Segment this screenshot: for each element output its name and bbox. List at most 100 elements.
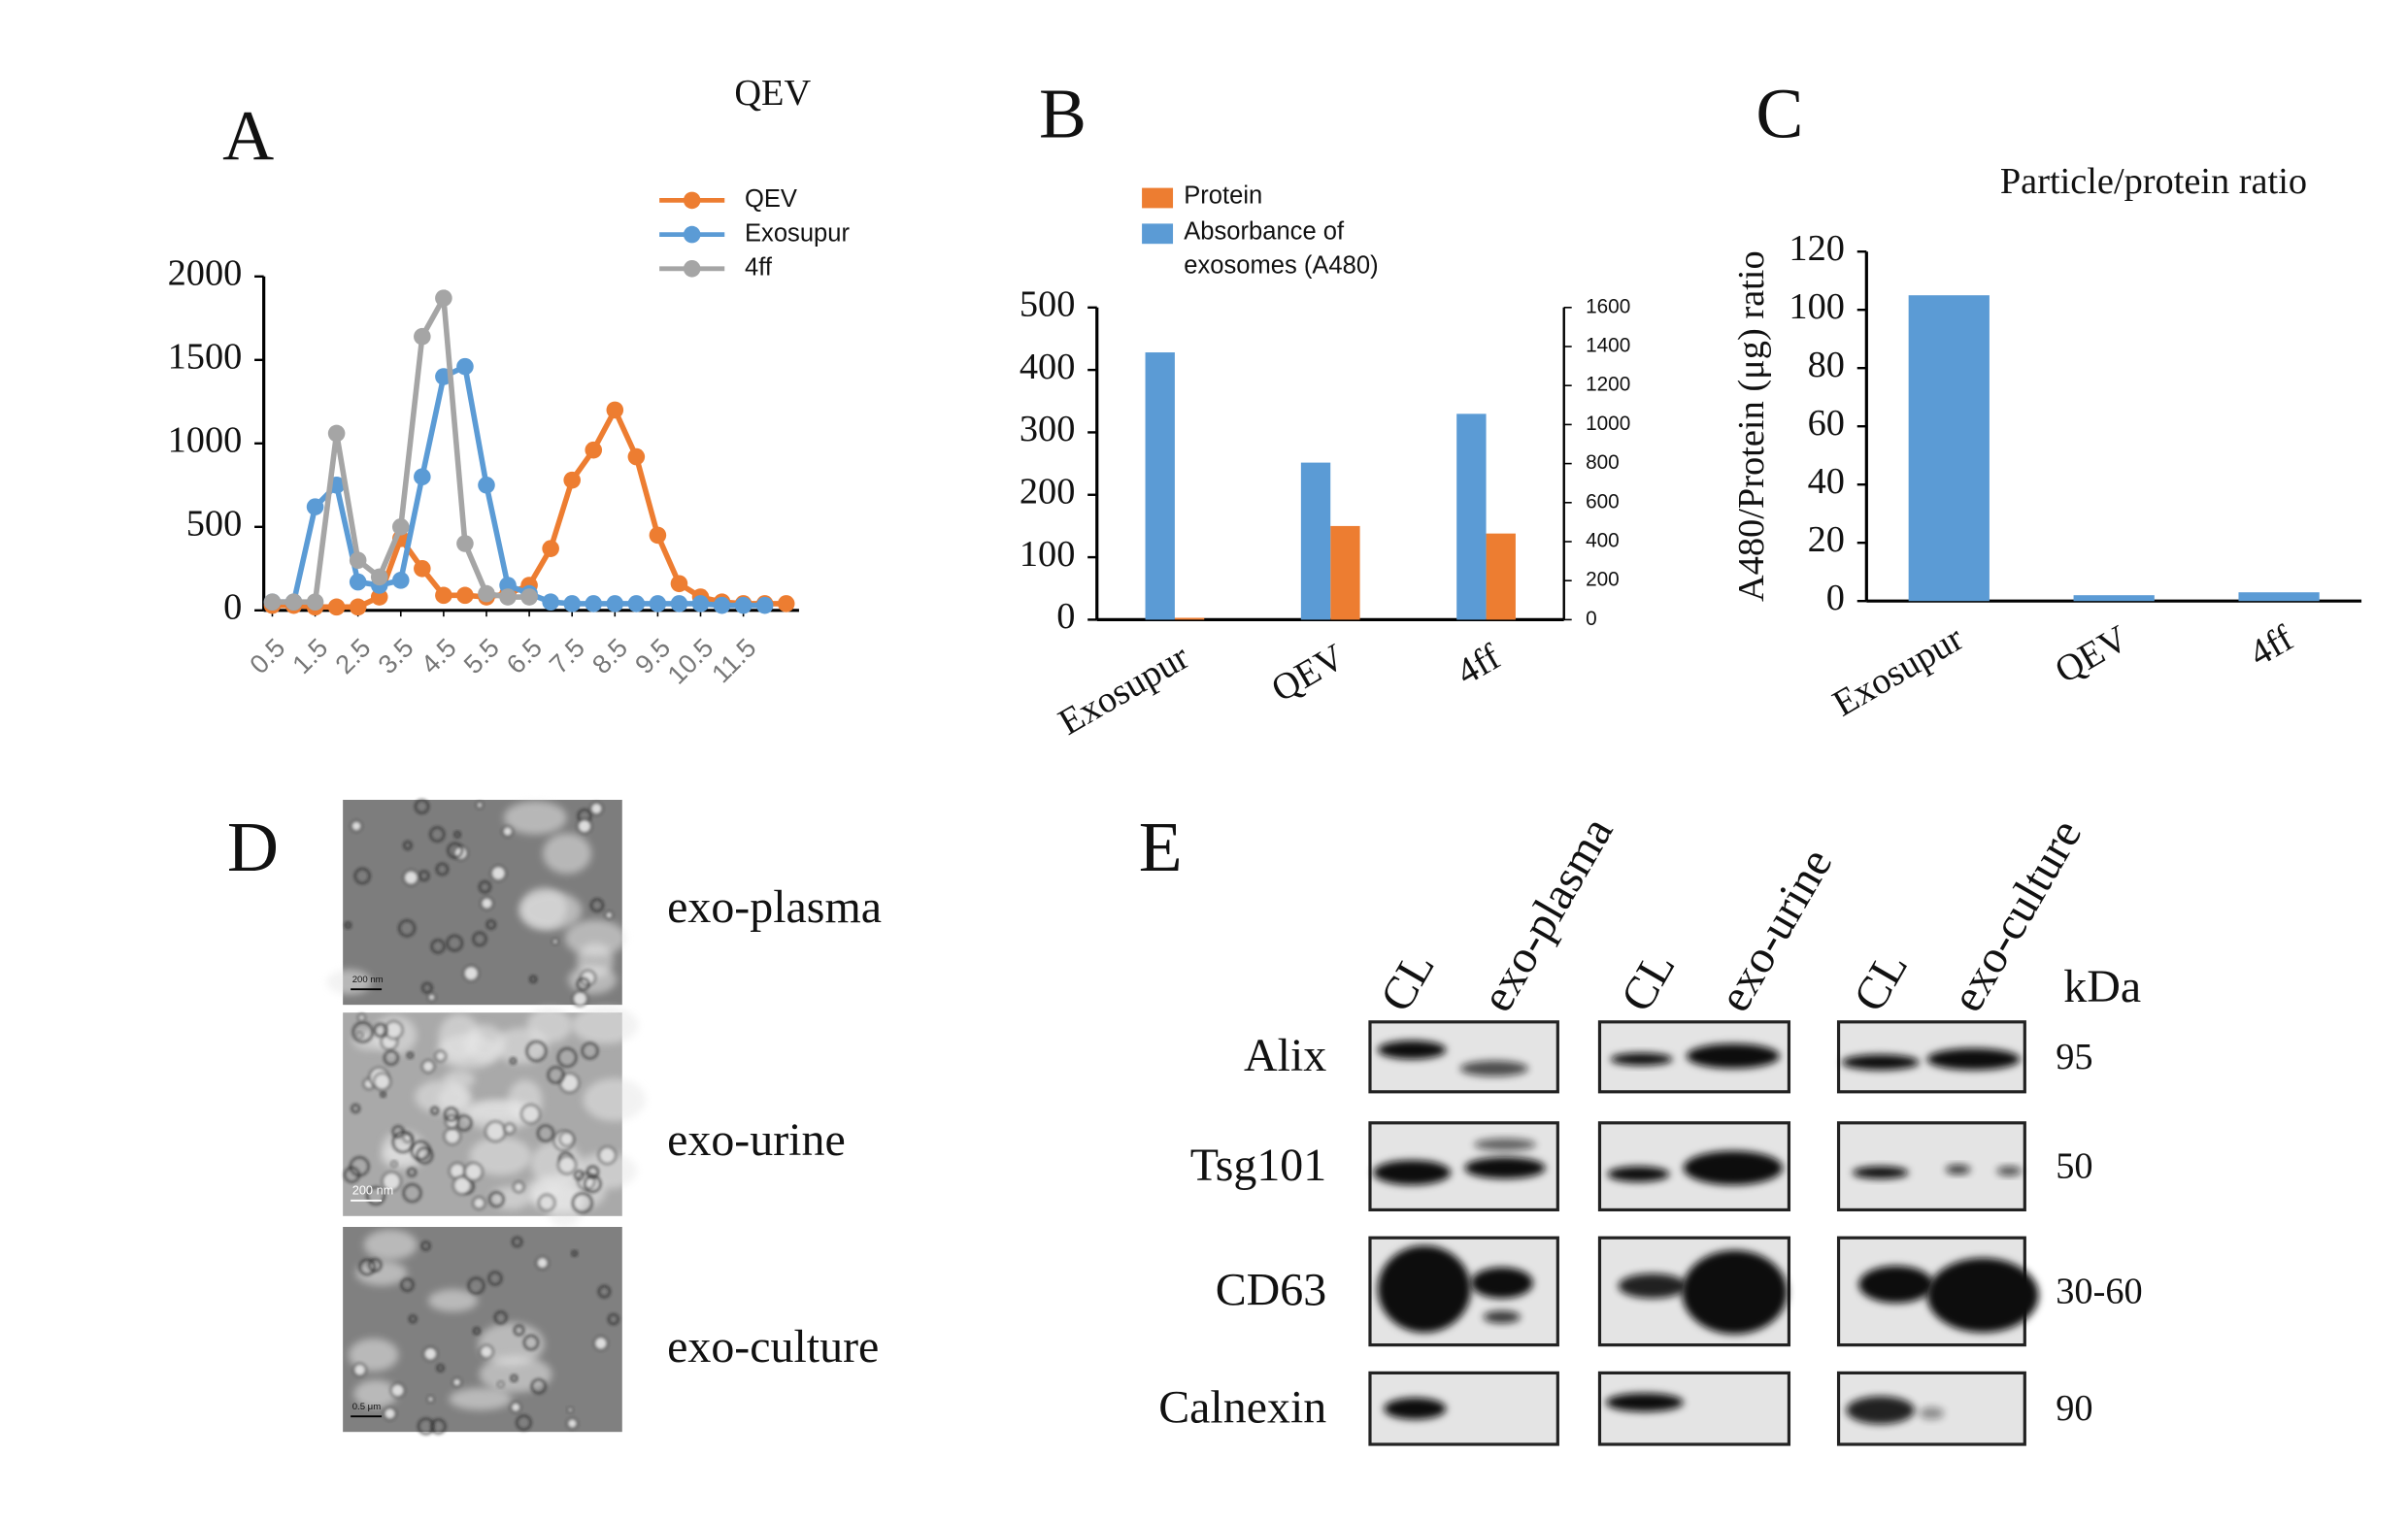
y2-tick-label: 0 [1586,608,1597,630]
tem-haze [543,833,591,875]
data-point [306,498,324,515]
y-tick-label: 200 [1020,472,1076,513]
panel-label: A [222,95,274,175]
vesicle [572,1192,593,1214]
vesicle [447,842,463,859]
tem-haze [349,1338,399,1372]
blot-band [1459,1060,1528,1076]
vesicle [525,1041,548,1062]
x-tick-label: 4ff [1450,637,1507,694]
vesicle [493,1310,508,1325]
vesicle [373,1023,387,1038]
vesicle [444,1107,458,1122]
vesicle [513,1181,525,1193]
chart-title: QEV [734,73,811,114]
row-label: Alix [1244,1030,1326,1081]
scale-bar-label: 200 nm [352,975,384,985]
blot-band [1470,1267,1533,1299]
tem-haze [504,801,567,835]
data-point [349,598,367,616]
vesicle [351,820,363,833]
vesicle [566,1417,579,1430]
tem-haze [326,969,372,995]
vesicle [355,1032,363,1040]
data-point [370,568,388,586]
vesicle [487,1271,503,1286]
panel-label: B [1039,74,1087,153]
x-tick-label: QEV [2049,617,2135,691]
x-tick-label: 6.5 [500,632,548,679]
data-point [649,526,667,545]
y2-tick-label: 800 [1586,451,1620,474]
vesicle [398,919,416,938]
vesicle [590,898,604,912]
data-point [520,588,538,606]
data-point [563,471,581,489]
blot-band [1996,1166,2023,1176]
vesicle [523,1335,539,1351]
vesicle [373,1073,391,1091]
chart-title: Particle/protein ratio [2000,161,2307,202]
blot-band [1384,1398,1447,1420]
vesicle [421,1059,435,1074]
row-label: CD63 [1216,1265,1327,1316]
data-point [627,595,646,612]
kda-label: 95 [2056,1037,2092,1077]
vesicle [427,993,436,1002]
y2-tick-label: 1600 [1586,295,1630,317]
data-point [755,596,774,614]
y2-tick-label: 1000 [1586,413,1630,435]
data-point [327,598,346,616]
legend-entry: Absorbance of exosomes (A480) [1184,219,1378,280]
data-point [456,357,474,376]
data-point [478,477,495,494]
y2-tick-label: 600 [1586,490,1620,513]
blot-band [1682,1250,1788,1335]
vesicle [476,801,484,810]
y-tick-label: 60 [1808,403,1845,444]
data-point [414,468,431,485]
vesicle [510,1374,518,1382]
bar [1908,295,1990,602]
vesicle [488,1191,505,1208]
vesicle [537,1124,554,1142]
tem-image: 200 nm [343,1006,646,1228]
data-point [734,596,752,614]
vesicle [434,1049,447,1063]
image-caption: exo-urine [667,1114,846,1166]
vesicle [535,1256,550,1270]
panel-label: D [227,807,279,886]
vesicle [520,1104,541,1124]
vesicle [572,990,588,1008]
data-point [456,586,474,605]
y-axis-label: A480/Protein (μg) ratio [1731,250,1772,602]
data-point [606,595,624,612]
y2-tick-label: 1400 [1586,334,1630,356]
vesicle [559,1073,580,1093]
data-point [370,588,388,606]
tem-image: 0.5 μm [343,1227,622,1435]
vesicle [485,1120,507,1142]
vesicle [558,1131,575,1147]
vesicle [567,1406,574,1413]
y-tick-label: 400 [1020,347,1076,387]
vesicle [472,1196,486,1210]
data-point [499,588,517,606]
panel-label: E [1139,807,1183,886]
vesicle [605,910,614,920]
y-tick-label: 300 [1020,409,1076,449]
blot-band [1605,1393,1684,1412]
lane-label: exo-plasma [1471,809,1622,1020]
bar [1145,352,1175,620]
vesicle [589,802,604,815]
vesicle [418,870,430,881]
vesicle [581,1042,599,1060]
data-point [670,595,688,612]
legend-swatch [1142,223,1174,245]
vesicle [429,826,446,843]
vesicle [415,799,429,814]
vesicle [358,1258,376,1275]
data-point [713,596,731,614]
